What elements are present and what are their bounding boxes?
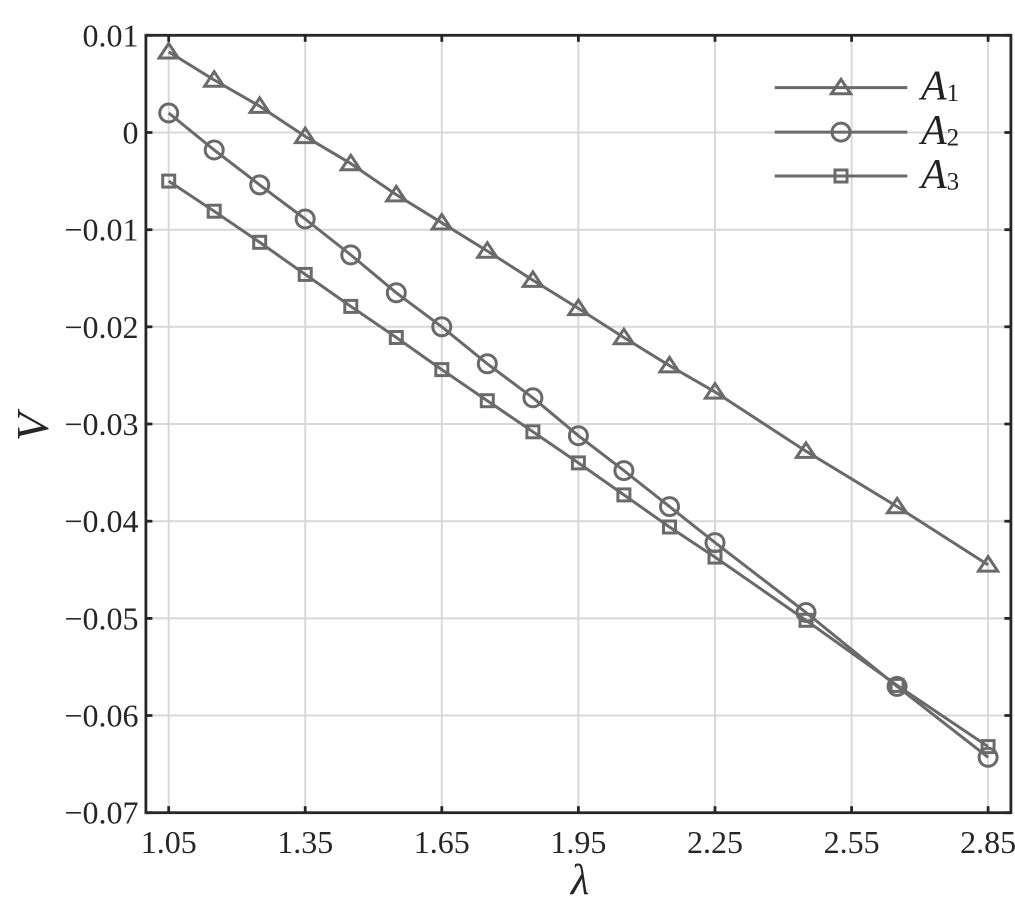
svg-text:−0.03: −0.03 (64, 406, 138, 442)
svg-text:2.85: 2.85 (960, 824, 1015, 860)
svg-text:−0.02: −0.02 (64, 309, 138, 345)
svg-text:−0.04: −0.04 (64, 503, 138, 539)
svg-text:1.35: 1.35 (277, 824, 333, 860)
svg-text:1.95: 1.95 (550, 824, 606, 860)
svg-text:0: 0 (123, 115, 139, 151)
svg-text:−0.05: −0.05 (64, 600, 138, 636)
svg-text:−0.07: −0.07 (64, 795, 138, 831)
svg-text:0.01: 0.01 (83, 17, 139, 53)
svg-text:1.05: 1.05 (141, 824, 197, 860)
svg-text:λ: λ (569, 857, 590, 904)
svg-text:−0.06: −0.06 (64, 698, 138, 734)
svg-text:1.65: 1.65 (414, 824, 470, 860)
svg-text:V: V (7, 408, 58, 441)
svg-text:2.25: 2.25 (687, 824, 743, 860)
svg-text:−0.01: −0.01 (64, 212, 138, 248)
svg-text:2.55: 2.55 (824, 824, 880, 860)
